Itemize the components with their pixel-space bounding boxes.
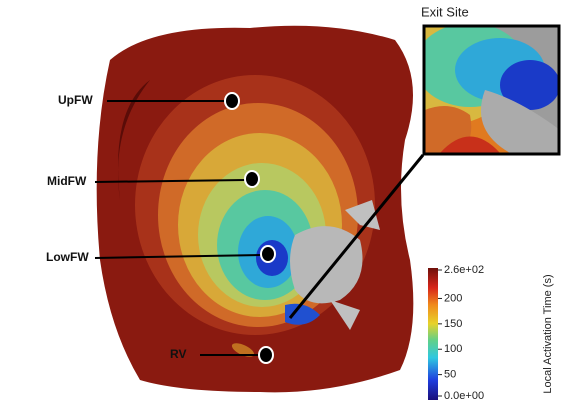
colorbar-tick-label: 50	[444, 369, 456, 381]
region-label: LowFW	[46, 250, 89, 264]
region-label: RV	[170, 347, 186, 361]
colorbar	[428, 268, 438, 400]
colorbar-tick-label: 100	[444, 343, 462, 355]
inset-title: Exit Site	[421, 4, 469, 19]
colorbar-tick-label: 0.0e+00	[444, 390, 484, 402]
heart-map	[97, 26, 414, 393]
figure: UpFW MidFW LowFW RV Exit Site Local Acti…	[0, 0, 564, 403]
colorbar-ticks: 0.0e+00 50 100 150 200 2.6e+02	[438, 264, 484, 402]
colorbar-tick-label: 150	[444, 318, 462, 330]
colorbar-tick-label: 2.6e+02	[444, 264, 484, 276]
colorbar-tick-label: 200	[444, 292, 462, 304]
colorbar-title: Local Activation Time (s)	[542, 274, 554, 393]
region-label: MidFW	[47, 174, 87, 188]
region-label: UpFW	[58, 93, 93, 107]
